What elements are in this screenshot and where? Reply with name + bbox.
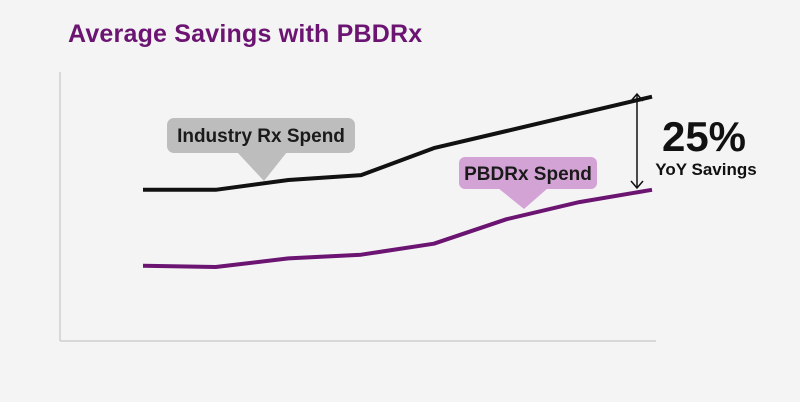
industry-callout: Industry Rx Spend — [167, 118, 355, 181]
pbdrx-callout-pointer — [498, 188, 548, 209]
series-line-pbdrx — [142, 187, 653, 269]
industry-callout-pointer — [237, 152, 287, 181]
savings-annotation: 25%YoY Savings — [630, 92, 757, 190]
savings-arrow-head-top — [630, 92, 644, 102]
callouts: Industry Rx Spend PBDRx Spend — [167, 118, 597, 209]
industry-callout-box — [167, 118, 355, 153]
pbdrx-callout-label: PBDRx Spend — [464, 164, 592, 185]
pbdrx-callout-box — [459, 157, 597, 189]
chart-title: Average Savings with PBDRx — [68, 20, 423, 48]
chart-axes — [59, 72, 656, 342]
series-layer — [142, 94, 653, 269]
pbdrx-callout: PBDRx Spend — [459, 157, 597, 209]
savings-caption: YoY Savings — [655, 160, 756, 179]
industry-callout-label: Industry Rx Spend — [177, 126, 345, 147]
savings-percent: 25% — [662, 113, 746, 160]
savings-arrow-head-bottom — [630, 180, 644, 190]
series-line-industry — [143, 94, 653, 192]
